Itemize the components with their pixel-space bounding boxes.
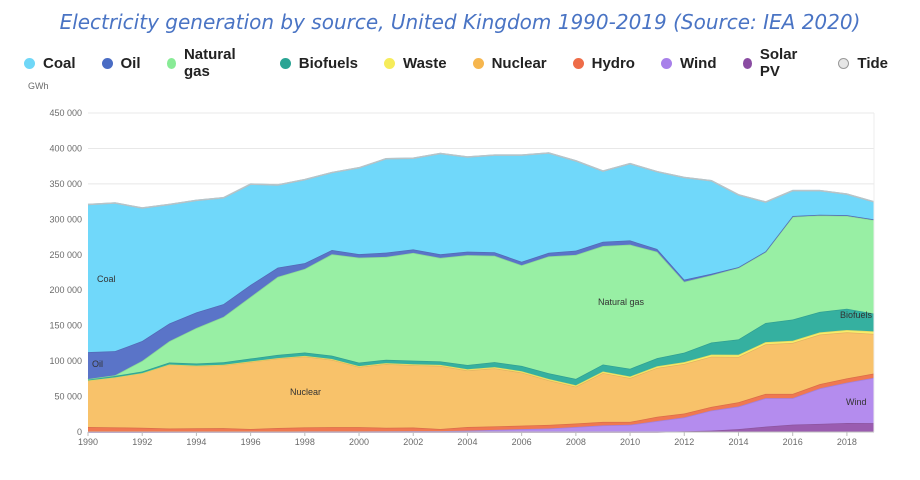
area-nuclear <box>88 332 874 430</box>
legend-item-wind[interactable]: Wind <box>660 54 717 72</box>
legend-swatch <box>383 57 395 69</box>
x-tick-label: 1994 <box>186 437 206 447</box>
legend-item-tide[interactable]: Tide <box>838 55 888 72</box>
legend-item-natural-gas[interactable]: Natural gas <box>166 46 254 80</box>
legend-swatch <box>572 57 584 69</box>
area-edge-hydro <box>87 372 875 430</box>
x-tick-label: 2008 <box>566 437 586 447</box>
legend-item-solar-pv[interactable]: Solar PV <box>742 46 813 80</box>
y-tick-label: 150 000 <box>49 321 82 331</box>
legend-swatch <box>24 57 35 69</box>
area-coal <box>88 152 874 353</box>
x-tick-label: 1996 <box>241 437 261 447</box>
x-axis: 1990 1992 1994 1996 1998 2000 2002 2004 2006 2008… <box>78 113 875 447</box>
legend-label: Biofuels <box>298 54 358 72</box>
y-tick-label: 0 <box>77 427 82 437</box>
legend-label: Nuclear <box>491 54 547 72</box>
x-tick-label: 2000 <box>349 437 369 447</box>
legend-swatch <box>660 57 672 69</box>
y-tick-label: 200 000 <box>49 285 82 295</box>
area-natural-gas <box>88 215 874 380</box>
area-label-coal: Coal <box>97 274 116 284</box>
area-label-wind: Wind <box>846 397 867 407</box>
legend-label: Hydro <box>591 54 635 72</box>
legend-item-nuclear[interactable]: Nuclear <box>472 54 547 72</box>
legend-label: Waste <box>402 54 447 72</box>
x-tick-label: 2002 <box>403 437 423 447</box>
area-label-nuclear: Nuclear <box>290 387 321 397</box>
x-tick-label: 2018 <box>837 437 857 447</box>
y-tick-label: 100 000 <box>49 356 82 366</box>
area-solar-pv <box>88 422 874 432</box>
x-tick-label: 1990 <box>78 437 98 447</box>
area-series <box>87 152 875 433</box>
legend-swatch <box>472 57 484 69</box>
area-label-oil: Oil <box>92 359 103 369</box>
x-tick-label: 2010 <box>620 437 640 447</box>
y-axis-label: GWh <box>28 81 49 91</box>
legend-label: Natural gas <box>183 46 236 80</box>
area-label-biofuels: Biofuels <box>840 310 873 320</box>
y-tick-label: 350 000 <box>49 179 82 189</box>
legend-item-biofuels[interactable]: Biofuels <box>279 54 358 72</box>
y-tick-label: 400 000 <box>49 143 82 153</box>
legend: Coal Oil Natural gas Biofuels Waste Nuclear Hy… <box>24 46 914 80</box>
legend-swatch <box>166 57 176 69</box>
x-tick-label: 1992 <box>132 437 152 447</box>
area-label-natural-gas: Natural gas <box>598 297 645 307</box>
y-tick-label: 250 000 <box>49 250 82 260</box>
legend-item-oil[interactable]: Oil <box>101 54 141 72</box>
area-hydro <box>88 373 874 432</box>
area-oil <box>88 214 874 380</box>
x-tick-label: 1998 <box>295 437 315 447</box>
chart-title: Electricity generation by source, United… <box>59 10 861 34</box>
legend-swatch <box>742 57 752 69</box>
legend-swatch <box>279 57 291 69</box>
y-tick-label: 300 000 <box>49 214 82 224</box>
legend-label: Wind <box>679 54 717 72</box>
x-tick-label: 2016 <box>783 437 803 447</box>
legend-swatch <box>838 57 850 69</box>
x-tick-label: 2004 <box>457 437 477 447</box>
x-tick-label: 2012 <box>674 437 694 447</box>
area-labels: Coal Oil Natural gas Biofuels Nuclear Wind <box>92 274 873 407</box>
legend-label: Solar PV <box>759 46 798 80</box>
legend-item-waste[interactable]: Waste <box>383 54 447 72</box>
y-tick-label: 50 000 <box>54 392 82 402</box>
area-edge-tide <box>87 152 875 209</box>
x-tick-label: 2006 <box>512 437 532 447</box>
legend-label: Oil <box>120 54 141 72</box>
x-tick-label: 2014 <box>728 437 748 447</box>
legend-item-hydro[interactable]: Hydro <box>572 54 635 72</box>
legend-label: Tide <box>857 54 888 72</box>
y-axis: 0 50 000 100 000 150 000 200 000 250 000 300 0… <box>28 81 82 437</box>
y-tick-label: 450 000 <box>49 108 82 118</box>
area-biofuels <box>88 308 874 386</box>
legend-item-coal[interactable]: Coal <box>24 55 76 72</box>
legend-label: Coal <box>43 54 76 72</box>
legend-swatch <box>101 57 113 69</box>
